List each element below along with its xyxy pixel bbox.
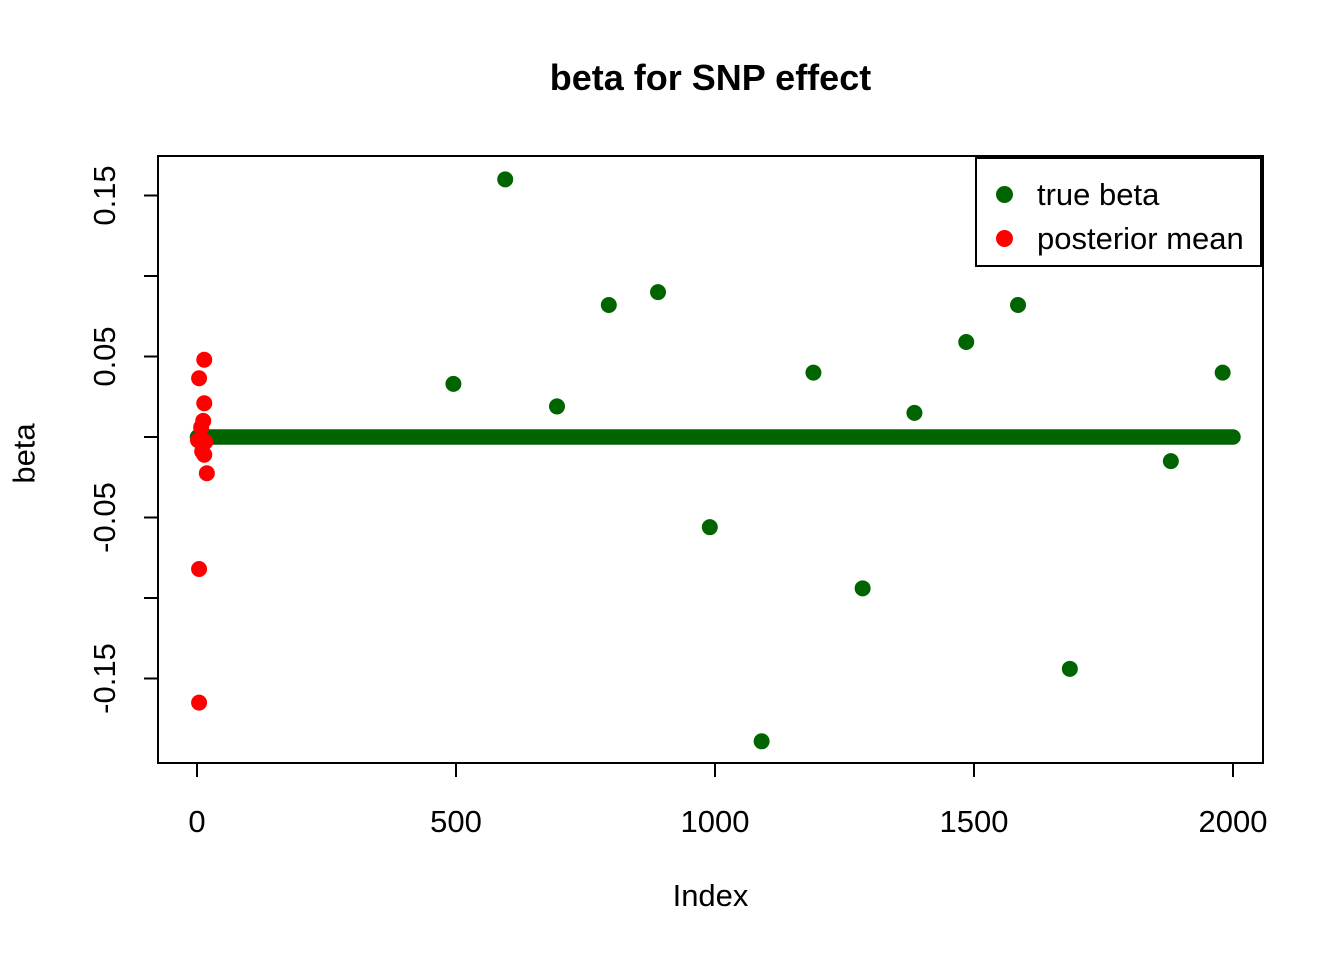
x-tick-label: 500 <box>430 804 482 839</box>
data-point-true-beta <box>854 580 871 597</box>
y-tick-label: -0.15 <box>87 643 122 714</box>
chart-title: beta for SNP effect <box>549 57 872 98</box>
x-axis-label: Index <box>672 878 749 913</box>
plot-border <box>157 155 1264 764</box>
data-point-posterior-mean <box>198 465 215 482</box>
y-tick-label: 0.15 <box>87 165 122 225</box>
data-point-true-beta <box>1214 364 1231 381</box>
legend-item-posterior-mean: posterior mean <box>977 216 1260 260</box>
data-point-posterior-mean <box>193 419 210 436</box>
data-point-true-beta <box>701 519 718 536</box>
legend-label-posterior-mean: posterior mean <box>1037 220 1244 256</box>
data-point-true-beta <box>906 404 923 421</box>
x-tick-label: 2000 <box>1199 804 1268 839</box>
x-tick-label: 0 <box>188 804 205 839</box>
data-point-posterior-mean <box>191 694 208 711</box>
posterior-mean-dot-icon <box>996 229 1013 247</box>
x-tick-label: 1500 <box>940 804 1009 839</box>
x-tick-label: 1000 <box>681 804 750 839</box>
data-point-true-beta <box>549 398 566 415</box>
y-tick-label: -0.05 <box>87 482 122 553</box>
data-point-true-beta <box>600 296 617 313</box>
data-point-posterior-mean <box>196 395 213 412</box>
y-tick-label: 0.05 <box>87 326 122 386</box>
data-point-true-beta <box>1061 660 1078 677</box>
data-point-true-beta <box>497 171 514 188</box>
data-point-posterior-mean <box>196 351 213 368</box>
data-point-posterior-mean <box>196 446 213 463</box>
data-point-true-beta <box>1010 296 1027 313</box>
data-point-true-beta <box>650 284 667 301</box>
y-axis-label: beta <box>6 423 42 484</box>
data-point-posterior-mean <box>191 370 208 387</box>
legend: true beta posterior mean <box>975 157 1262 267</box>
data-point-true-beta <box>805 364 822 381</box>
data-point-posterior-mean <box>191 561 208 578</box>
data-point-true-beta <box>1162 453 1179 470</box>
true-beta-dot-icon <box>996 185 1013 203</box>
legend-label-true-beta: true beta <box>1037 176 1160 212</box>
data-point-true-beta <box>958 334 975 351</box>
data-point-true-beta <box>445 375 462 392</box>
legend-item-true-beta: true beta <box>977 172 1260 216</box>
data-point-true-beta <box>753 733 770 750</box>
